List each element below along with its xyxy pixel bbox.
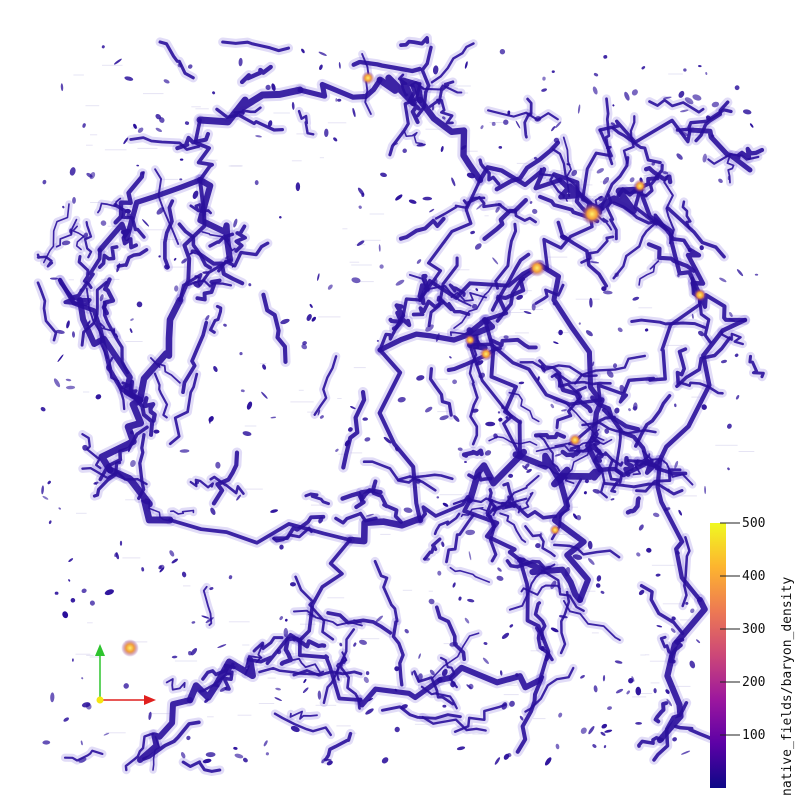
colorbar-tick-label: 500: [742, 516, 765, 531]
colorbar: 100 200 300 400 500 native_fields/baryon_den…: [710, 516, 795, 796]
colorbar-tick-label: 400: [742, 569, 765, 584]
high-density-peaks: [121, 71, 707, 657]
colorbar-swatch: [710, 523, 726, 788]
colorbar-tick-label: 100: [742, 728, 765, 743]
axes-origin-icon: [96, 696, 104, 704]
colorbar-tick-label: 300: [742, 622, 765, 637]
y-arrowhead-icon: [95, 644, 105, 656]
density-clumps: [40, 45, 759, 766]
x-arrowhead-icon: [144, 695, 156, 705]
orientation-axes-widget: [95, 644, 156, 705]
colorbar-ticks: 100 200 300 400 500: [720, 516, 765, 743]
colorbar-title: native_fields/baryon_density: [780, 577, 795, 796]
colorbar-tick-label: 200: [742, 675, 765, 690]
